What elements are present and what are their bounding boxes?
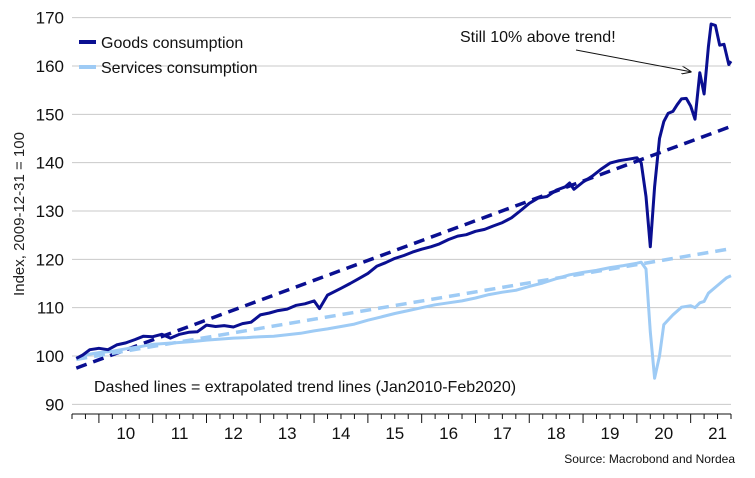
series-line-goods-trend xyxy=(75,124,732,370)
y-tick-label: 150 xyxy=(36,105,64,124)
x-tick-label: 19 xyxy=(600,424,619,443)
x-tick-label: 14 xyxy=(332,424,351,443)
annotation-dashed-lines: Dashed lines = extrapolated trend lines … xyxy=(94,379,516,396)
y-tick-label: 100 xyxy=(36,347,64,366)
y-tick-label: 90 xyxy=(45,395,64,414)
x-tick-label: 10 xyxy=(116,424,135,443)
series-line-services xyxy=(75,260,732,380)
x-tick-label: 12 xyxy=(224,424,243,443)
legend-label-services: Services consumption xyxy=(101,60,258,77)
y-axis-label: Index, 2009-12-31 = 100 xyxy=(11,132,28,296)
legend-label-goods: Goods consumption xyxy=(101,35,243,52)
y-tick-label: 130 xyxy=(36,202,64,221)
x-tick-label: 16 xyxy=(439,424,458,443)
x-tick-label: 17 xyxy=(493,424,512,443)
x-axis: 10 11 12 13 14 15 16 17 18 19 20 21 xyxy=(71,413,732,443)
annotation-above-trend: Still 10% above trend! xyxy=(460,29,616,46)
source-note: Source: Macrobond and Nordea xyxy=(564,452,735,466)
series-line-goods xyxy=(75,22,733,360)
y-axis: 90 100 110 120 130 140 150 160 170 xyxy=(36,9,64,415)
series-layer xyxy=(75,22,733,380)
x-tick-label: 15 xyxy=(385,424,404,443)
gridlines xyxy=(72,17,731,405)
y-tick-label: 120 xyxy=(36,250,64,269)
y-tick-label: 110 xyxy=(37,299,64,318)
x-tick-label: 18 xyxy=(547,424,566,443)
legend: Goods consumption Services consumption xyxy=(79,35,258,77)
x-tick-label: 20 xyxy=(654,424,673,443)
y-tick-label: 140 xyxy=(36,154,64,173)
y-tick-label: 170 xyxy=(36,9,64,28)
y-tick-label: 160 xyxy=(36,57,64,76)
x-tick-label: 13 xyxy=(278,424,297,443)
x-tick-label: 11 xyxy=(171,424,189,443)
annotation-arrow xyxy=(575,49,691,72)
x-tick-label: 21 xyxy=(708,424,727,443)
